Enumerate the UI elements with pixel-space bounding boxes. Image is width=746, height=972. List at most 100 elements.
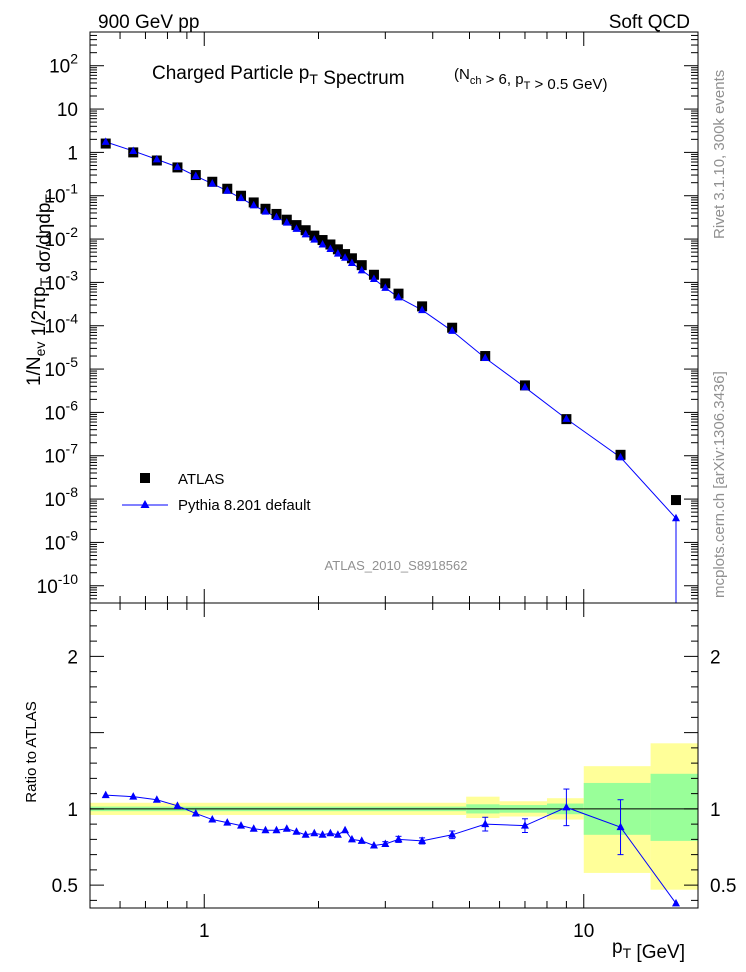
ratio-y-tick-label-right: 2 bbox=[710, 647, 721, 668]
ratio-point bbox=[318, 830, 327, 838]
pythia-point bbox=[310, 235, 319, 243]
pythia-point bbox=[341, 253, 350, 261]
ratio-point bbox=[418, 836, 427, 844]
pythia-point bbox=[333, 249, 342, 257]
y-tick-label: 10-10 bbox=[37, 571, 79, 598]
y-tick-label: 1 bbox=[67, 143, 78, 164]
main-plot: 10-10 10-9 10-8 10-7 10-6 10-5 10-4 10-3 10-2 10-… bbox=[37, 31, 699, 908]
pythia-point bbox=[223, 186, 232, 194]
y-tick-label: 10 bbox=[57, 100, 78, 121]
atlas-point bbox=[325, 239, 336, 250]
pythia-point bbox=[208, 179, 217, 187]
ratio-y-axis-label: Ratio to ATLAS bbox=[23, 701, 40, 802]
y-tick-label: 10-8 bbox=[44, 484, 78, 511]
ratio-point bbox=[341, 825, 350, 834]
x-tick-label: 10 bbox=[573, 921, 594, 942]
rivet-label: Rivet 3.1.10, 300k events bbox=[711, 70, 728, 239]
ratio-point bbox=[301, 830, 310, 838]
ratio-point bbox=[282, 824, 291, 832]
legend-pythia-marker bbox=[140, 500, 150, 508]
ratio-point bbox=[237, 821, 246, 829]
pythia-point bbox=[282, 218, 291, 226]
ratio-point bbox=[381, 839, 390, 847]
x-tick-label: 1 bbox=[199, 921, 210, 942]
pythia-line bbox=[105, 141, 677, 519]
ratio-point bbox=[562, 802, 571, 811]
y-tick-label: 10-3 bbox=[44, 267, 78, 294]
legend-atlas-marker bbox=[140, 473, 150, 483]
source-label: mcplots.cern.ch [arXiv:1306.3436] bbox=[711, 371, 728, 598]
ratio-y-tick-label-right: 0.5 bbox=[710, 876, 736, 897]
chart-subtitle: (Nch > 6, pT > 0.5 GeV) bbox=[454, 66, 607, 93]
legend: ATLAS Pythia 8.201 default bbox=[122, 471, 311, 514]
ratio-point bbox=[101, 790, 110, 799]
y-tick-label: 10-4 bbox=[44, 311, 78, 338]
ratio-point bbox=[394, 834, 403, 843]
legend-atlas-label: ATLAS bbox=[178, 471, 224, 488]
pythia-point bbox=[249, 200, 258, 209]
pythia-point bbox=[347, 258, 356, 267]
pythia-point bbox=[369, 274, 378, 282]
pythia-point bbox=[301, 229, 310, 238]
ratio-point bbox=[448, 830, 457, 838]
pythia-point bbox=[562, 414, 571, 422]
ratio-point bbox=[191, 808, 200, 817]
ratio-point bbox=[357, 836, 366, 844]
atlas-point bbox=[356, 260, 367, 271]
analysis-tag: ATLAS_2010_S8918562 bbox=[325, 558, 468, 573]
ratio-point bbox=[520, 821, 529, 829]
ratio-frame bbox=[89, 602, 699, 909]
pythia-point bbox=[129, 146, 138, 154]
ratio-point bbox=[152, 795, 161, 803]
ratio-point bbox=[272, 825, 281, 834]
pythia-point bbox=[318, 239, 327, 248]
ratio-point bbox=[347, 834, 356, 843]
ratio-point bbox=[208, 815, 217, 823]
ratio-point bbox=[671, 898, 680, 907]
ratio-y-tick-label-right: 1 bbox=[710, 800, 721, 821]
ratio-series bbox=[101, 788, 680, 907]
pythia-point bbox=[261, 207, 270, 215]
ratio-point bbox=[129, 792, 138, 800]
pythia-point bbox=[671, 513, 680, 522]
pythia-point bbox=[448, 326, 457, 334]
pythia-point bbox=[418, 305, 427, 314]
pythia-point bbox=[101, 137, 110, 145]
ratio-point bbox=[326, 828, 335, 837]
ratio-y-tick-label: 2 bbox=[67, 647, 78, 668]
pythia-point bbox=[381, 283, 390, 291]
ratio-point bbox=[261, 825, 270, 834]
ratio-point bbox=[292, 827, 301, 835]
energy-label: 900 GeV pp bbox=[98, 12, 199, 33]
legend-pythia-label: Pythia 8.201 default bbox=[178, 497, 311, 514]
pythia-point bbox=[152, 154, 161, 163]
ratio-y-tick-label: 1 bbox=[67, 800, 78, 821]
ratio-plot: 1 10 0.5 0.5 1 1 2 2 bbox=[52, 602, 736, 942]
ratio-point bbox=[173, 801, 182, 809]
ratio-point bbox=[616, 822, 625, 831]
pythia-point bbox=[191, 171, 200, 180]
ratio-y-tick-label: 0.5 bbox=[52, 876, 78, 897]
y-tick-label: 10-5 bbox=[44, 354, 78, 381]
y-tick-label: 10-7 bbox=[44, 441, 78, 468]
pythia-point bbox=[326, 244, 335, 252]
chart-title: Charged Particle pT Spectrum bbox=[152, 63, 405, 89]
pythia-point bbox=[357, 265, 366, 274]
y-tick-label: 102 bbox=[49, 51, 78, 78]
pythia-point bbox=[292, 224, 301, 232]
main-frame bbox=[89, 31, 699, 604]
pythia-point bbox=[481, 353, 490, 362]
pythia-point bbox=[173, 162, 182, 171]
main-y-axis-label: 1/Nev 1/2πpT dσ/dηdpT bbox=[24, 194, 58, 386]
pythia-point bbox=[616, 452, 625, 461]
pythia-point bbox=[237, 193, 246, 202]
pythia-point bbox=[272, 212, 281, 221]
process-label: Soft QCD bbox=[609, 12, 690, 33]
y-tick-label: 10-6 bbox=[44, 397, 78, 424]
ratio-green-band bbox=[650, 773, 698, 841]
ratio-point bbox=[310, 828, 319, 837]
pythia-point bbox=[520, 382, 529, 391]
ratio-point bbox=[249, 824, 258, 832]
ratio-point bbox=[481, 819, 490, 828]
